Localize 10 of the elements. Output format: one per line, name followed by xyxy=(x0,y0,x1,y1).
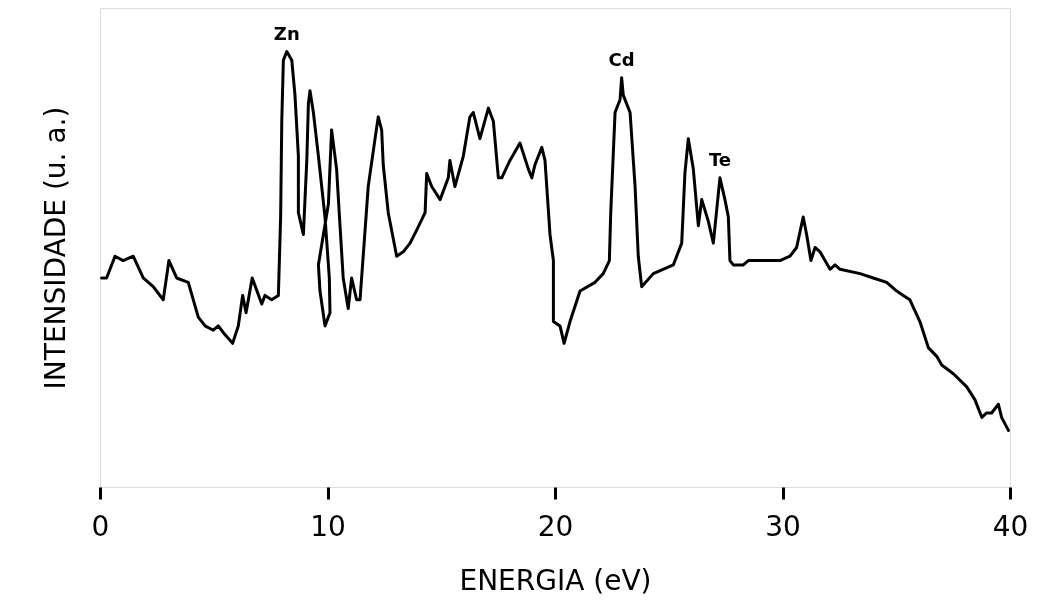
x-tick-label: 20 xyxy=(537,509,574,543)
x-tick-label: 0 xyxy=(91,509,110,543)
annotation: Te xyxy=(708,148,731,170)
annotation: Cd xyxy=(608,48,635,70)
annotation: Zn xyxy=(273,22,300,44)
x-tick-label: 10 xyxy=(310,509,346,543)
x-tick-label: 40 xyxy=(992,509,1029,543)
x-tick-label: 30 xyxy=(765,509,801,543)
y-axis-title: INTENSIDADE (u. a.) xyxy=(38,106,72,390)
x-axis-title: ENERGIA (eV) xyxy=(459,563,652,597)
